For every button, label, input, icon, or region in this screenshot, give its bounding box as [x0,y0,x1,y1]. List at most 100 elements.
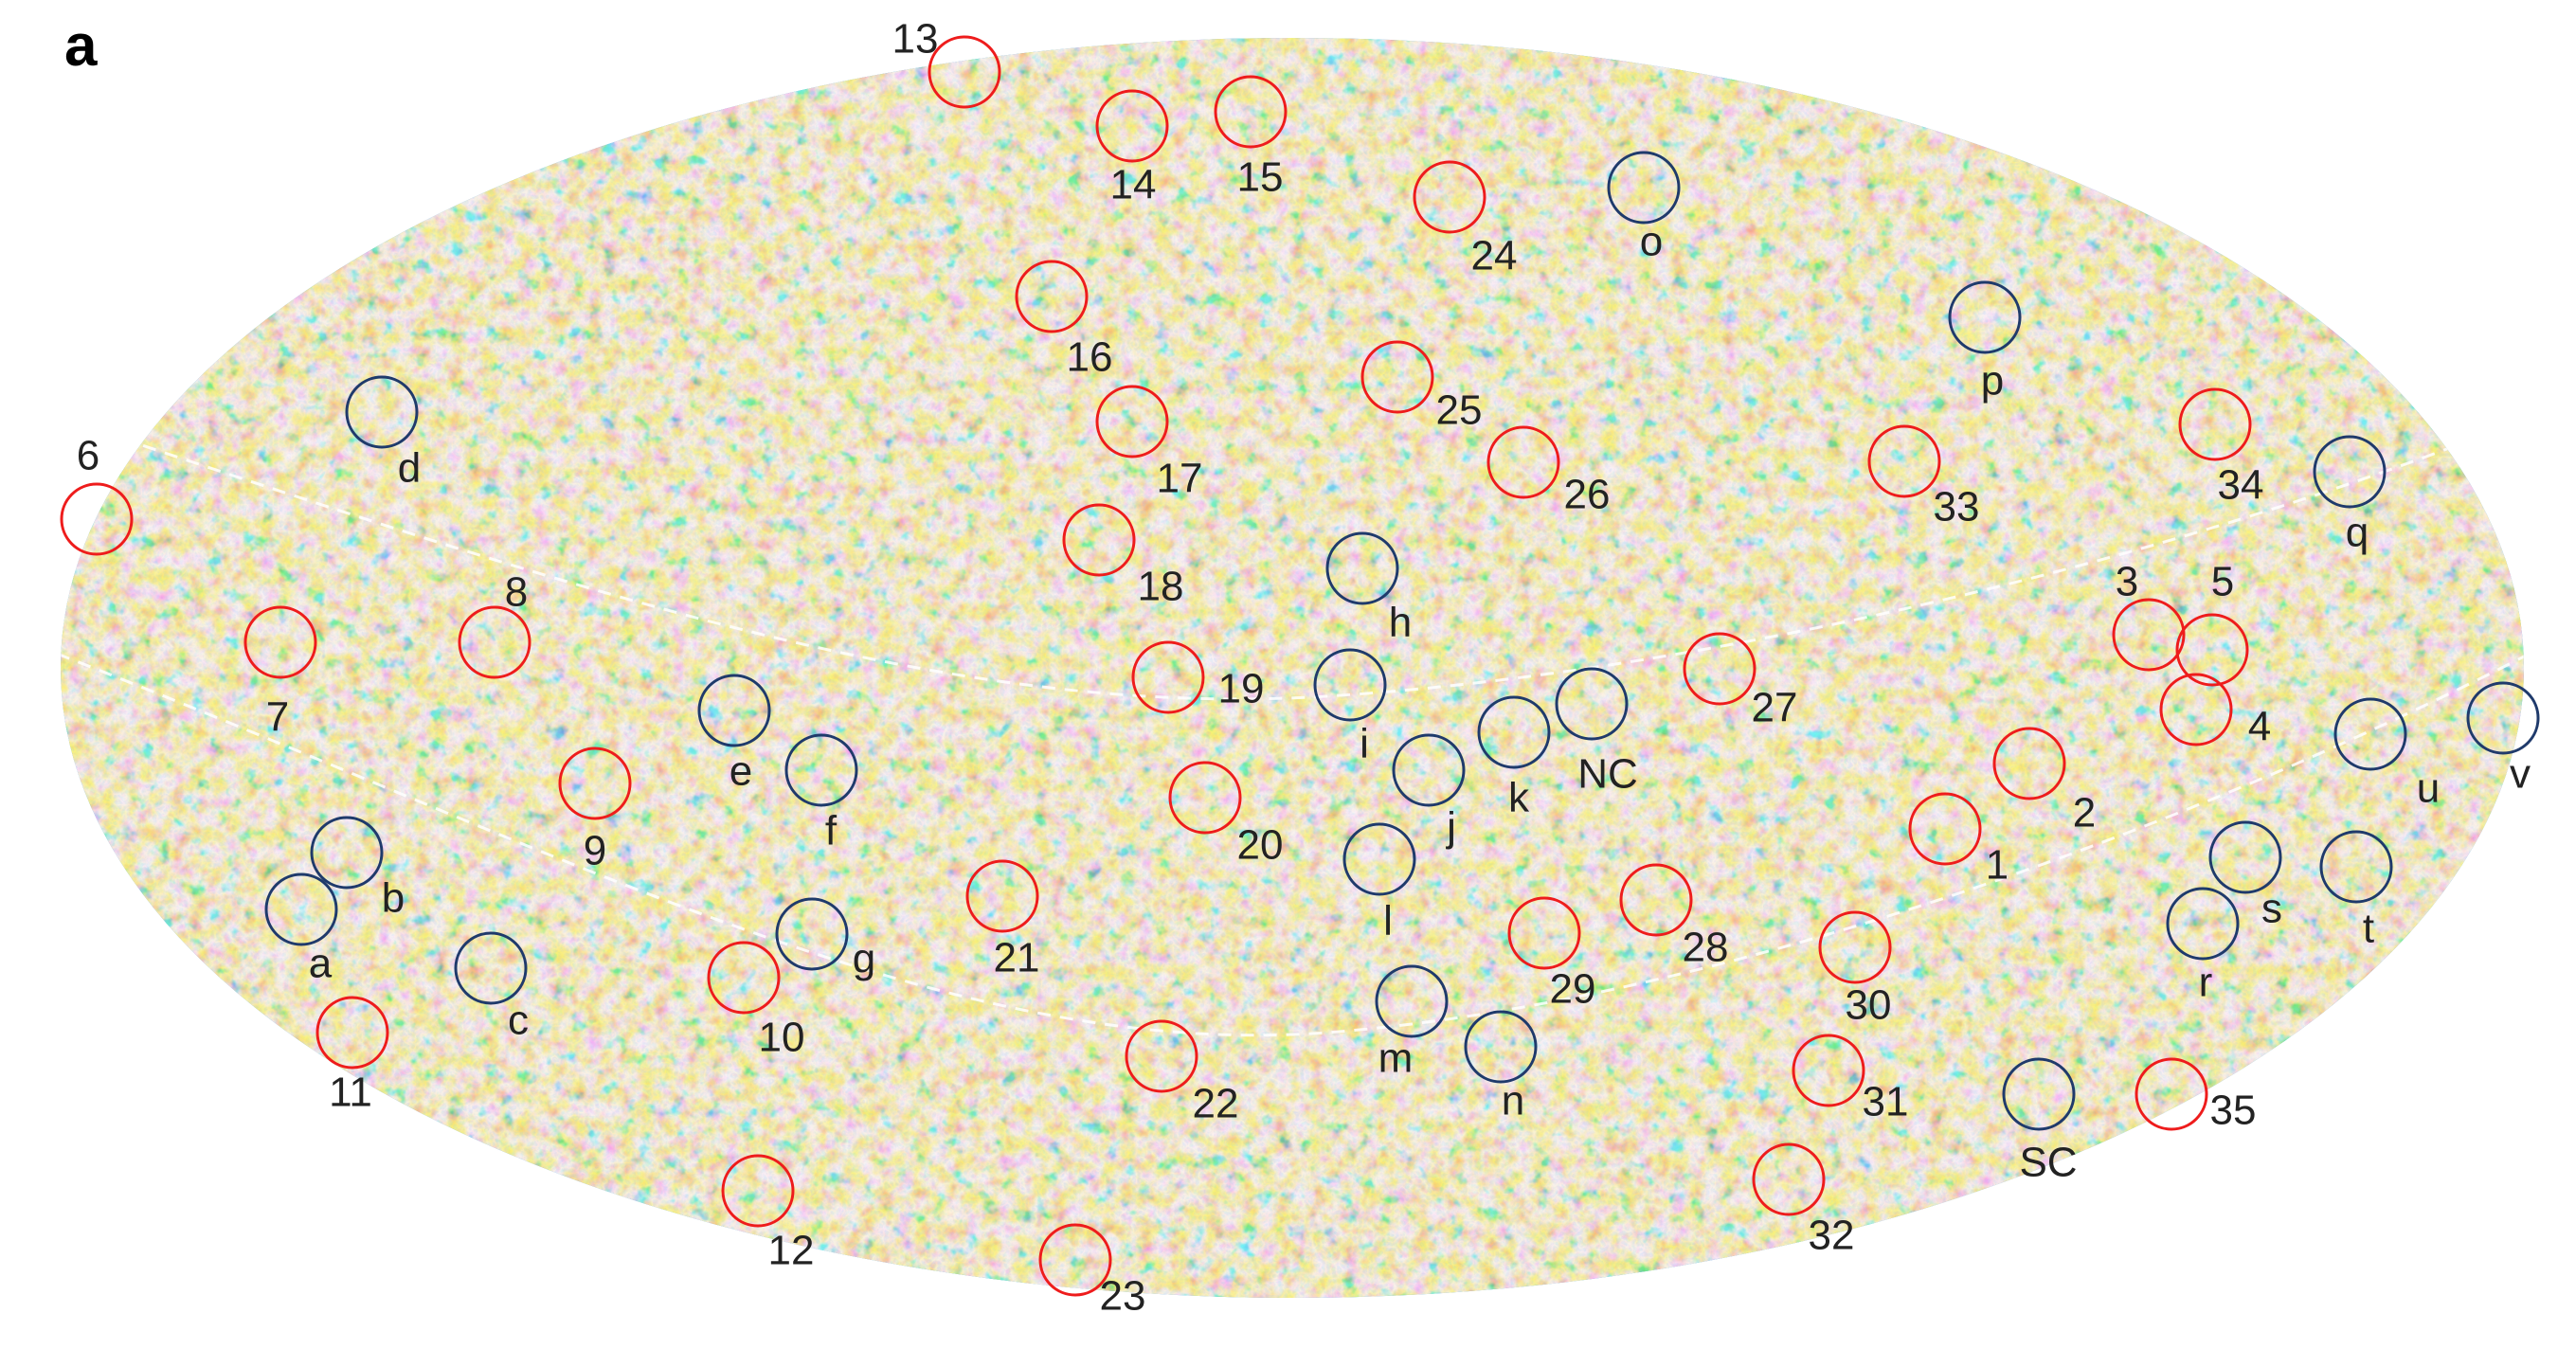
hot-spot-circle [2175,613,2249,687]
cold-spot-h: h [1325,531,1412,646]
hot-spot-circle [1360,340,1434,414]
cold-spot-label: v [2510,751,2531,798]
hot-spot-label: 28 [1683,925,1729,971]
hot-spot-22: 22 [1125,1019,1239,1127]
hot-spot-circle [558,746,632,820]
hot-spot-7: 7 [243,605,317,741]
cold-spot-l: l [1342,822,1416,944]
hot-spot-17: 17 [1095,385,1203,502]
cold-spot-label: u [2417,765,2440,812]
hot-spot-circle [1792,1034,1865,1107]
cold-spot-e: e [697,674,771,795]
hot-spot-11: 11 [315,996,389,1116]
cold-spot-label: f [825,808,838,854]
hot-spot-35: 35 [2135,1057,2257,1134]
cold-spot-circle [1375,964,1449,1038]
cold-spot-circle [1313,648,1387,722]
cold-spot-circle [2313,435,2387,509]
hot-spot-label: 35 [2210,1088,2257,1134]
hot-spot-23: 23 [1038,1223,1145,1320]
hot-spot-19: 19 [1131,640,1265,714]
hot-spot-circle [1095,385,1169,459]
hot-spot-circle [965,859,1039,933]
cold-spot-label: l [1383,898,1393,944]
hot-spot-circle [2178,387,2252,461]
hot-spot-circle [1486,425,1560,499]
hot-spot-label: 9 [584,828,606,874]
hot-spot-16: 16 [1015,260,1113,381]
hot-spot-label: 25 [1436,387,1483,434]
hot-spot-34: 34 [2178,387,2263,509]
cold-spot-circle [454,931,528,1005]
hot-spot-18: 18 [1062,503,1183,610]
cold-spot-label: c [508,998,529,1044]
cold-spot-label: a [309,941,333,987]
cold-spot-circle [2466,681,2540,755]
hot-spot-9: 9 [558,746,632,874]
cold-spot-circle [345,375,419,449]
cold-spot-label: m [1378,1035,1414,1082]
cold-spot-label: t [2363,906,2374,952]
cold-spot-circle [264,872,338,946]
hot-spot-label: 21 [994,935,1040,981]
hot-spot-13: 13 [892,16,1001,109]
hot-spot-label: 26 [1564,472,1611,518]
cold-spot-c: c [454,931,529,1044]
hot-spot-circle [1038,1223,1112,1297]
hot-spot-circle [458,605,531,679]
hot-spot-label: 19 [1218,666,1265,712]
cold-spot-circle [2319,830,2393,904]
hot-spot-circle [1908,792,1982,866]
hot-spot-1: 1 [1908,792,2009,889]
hot-spot-label: 16 [1067,334,1113,381]
panel-label: a [64,13,98,79]
hot-spot-26: 26 [1486,425,1611,518]
hot-spot-circle [1131,640,1205,714]
cold-spot-label: SC [2019,1140,2077,1186]
cold-spot-i: i [1313,648,1387,767]
hot-spot-5: 5 [2175,559,2249,687]
cold-spot-label: d [398,445,421,492]
hot-spot-label: 10 [759,1015,805,1061]
hot-spot-label: 32 [1809,1213,1855,1259]
cold-spot-q: q [2313,435,2387,556]
cold-spot-circle [1555,667,1629,741]
hot-spot-21: 21 [965,859,1040,981]
hot-spot-label: 5 [2211,559,2234,605]
hot-spot-label: 8 [505,569,528,616]
hot-spot-circle [2135,1057,2208,1131]
hot-spot-8: 8 [458,569,531,679]
hot-spot-label: 17 [1157,456,1203,502]
hot-spot-circle [1992,727,2066,800]
hot-spot-circle [1062,503,1136,577]
hot-spot-circle [1867,424,1941,498]
hot-spot-31: 31 [1792,1034,1909,1125]
cold-spot-p: p [1948,280,2022,405]
cold-spot-k: k [1477,695,1551,821]
cold-spot-t: t [2319,830,2393,952]
hot-spot-33: 33 [1867,424,1979,531]
cold-spot-label: q [2346,510,2369,556]
hot-spot-label: 22 [1193,1081,1239,1127]
cold-spot-circle [2208,820,2282,894]
hot-spot-label: 31 [1863,1079,1909,1125]
hot-spot-4: 4 [2159,673,2271,750]
hot-spot-label: 4 [2248,704,2271,750]
hot-spot-label: 13 [892,16,939,63]
hot-spot-25: 25 [1360,340,1483,434]
cold-spot-o: o [1607,151,1681,265]
cold-spot-circle [1477,695,1551,769]
cold-spot-s: s [2208,820,2282,932]
hot-spot-circle [1015,260,1089,333]
hot-spot-20: 20 [1168,761,1283,869]
hot-spot-29: 29 [1507,896,1595,1013]
cold-spot-d: d [345,375,421,492]
hot-spot-label: 6 [77,433,99,479]
cold-spot-circle [2166,887,2240,961]
hot-spot-label: 2 [2073,790,2096,836]
hot-spot-14: 14 [1095,89,1169,208]
hot-spot-circle [1507,896,1581,970]
cold-spot-circle [2333,697,2407,771]
